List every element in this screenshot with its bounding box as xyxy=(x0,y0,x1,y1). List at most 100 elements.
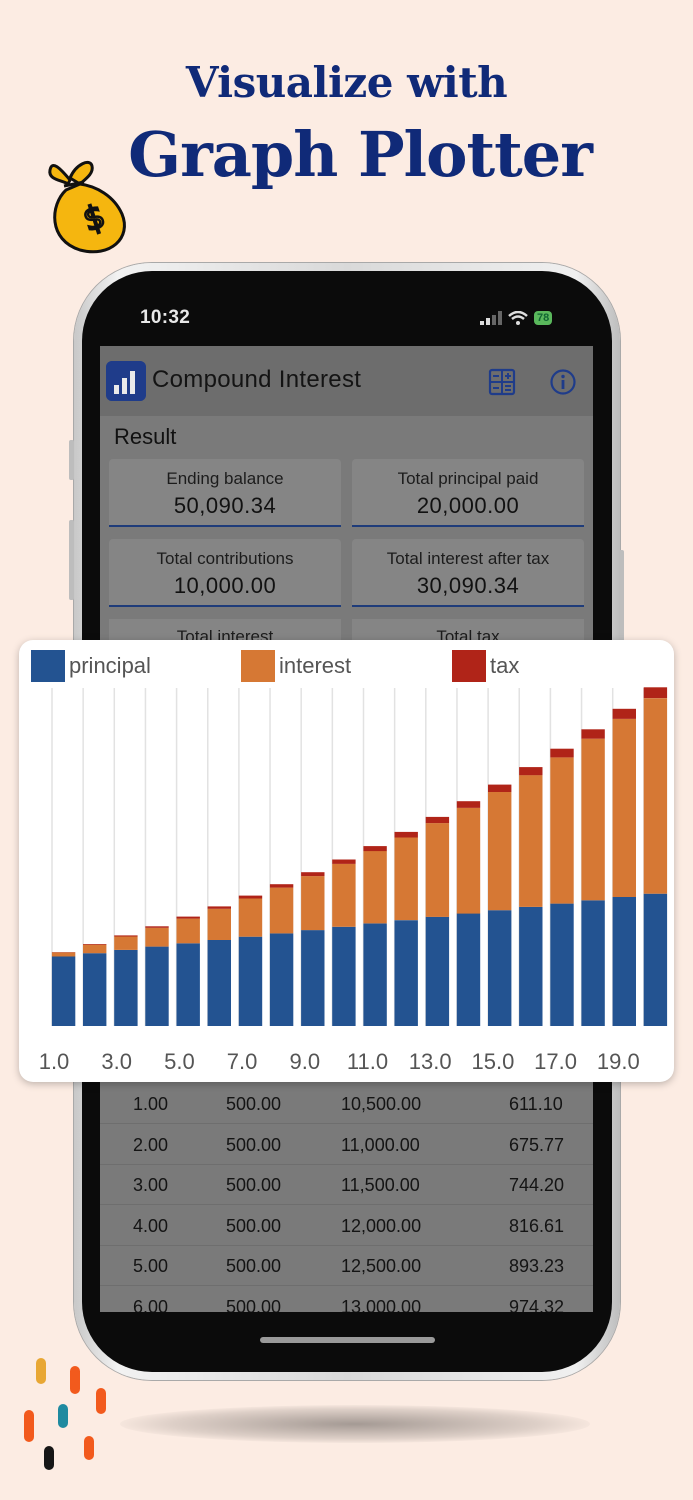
bar-principal-17.0 xyxy=(550,903,574,1026)
table-cell: 13,000.00 xyxy=(341,1296,422,1313)
table-cell: 611.10 xyxy=(509,1094,563,1114)
bar-interest-19.0 xyxy=(612,719,636,897)
legend-swatch-interest xyxy=(241,650,275,682)
volume-up-button xyxy=(69,520,74,600)
bar-principal-16.0 xyxy=(519,906,543,1026)
bar-principal-20.0 xyxy=(643,893,668,1026)
x-tick-label: 17.0 xyxy=(534,1049,577,1074)
total-contributions-card: Total contributions 10,000.00 xyxy=(109,539,341,607)
legend-tax: tax xyxy=(452,650,519,682)
bar-principal-14.0 xyxy=(456,913,481,1026)
table-cell: 500.00 xyxy=(226,1296,282,1313)
bar-interest-7.0 xyxy=(238,898,263,937)
silent-switch xyxy=(69,440,74,480)
x-tick-label: 13.0 xyxy=(409,1049,452,1074)
legend-swatch-tax xyxy=(452,650,486,682)
table-cell: 5.00 xyxy=(133,1256,169,1276)
bar-interest-10.0 xyxy=(332,863,356,927)
x-tick-label: 9.0 xyxy=(290,1049,321,1074)
card-label: Total principal paid xyxy=(397,469,539,488)
x-tick-label: 5.0 xyxy=(164,1049,195,1074)
signal-icon xyxy=(480,311,502,325)
phone-shadow xyxy=(120,1405,590,1443)
bar-interest-11.0 xyxy=(363,851,387,924)
bar-principal-9.0 xyxy=(301,930,325,1026)
bar-interest-1.0 xyxy=(51,952,76,957)
bar-interest-4.0 xyxy=(145,927,169,947)
table-cell: 1.00 xyxy=(133,1094,169,1114)
bar-principal-15.0 xyxy=(488,910,512,1026)
bar-interest-12.0 xyxy=(394,837,418,921)
card-value: 50,090.34 xyxy=(173,493,277,518)
bar-tax-18.0 xyxy=(581,729,605,739)
bar-interest-14.0 xyxy=(456,808,481,914)
legend-label: principal xyxy=(69,653,151,678)
table-row: 5.00 500.00 12,500.00 893.23 xyxy=(100,1246,593,1286)
bar-interest-2.0 xyxy=(83,944,107,954)
app-title: Compound Interest xyxy=(152,366,362,393)
bar-principal-4.0 xyxy=(145,946,169,1026)
bar-tax-17.0 xyxy=(550,748,574,758)
bar-principal-5.0 xyxy=(176,943,200,1026)
card-label: Total contributions xyxy=(156,549,294,568)
table-cell: 675.77 xyxy=(509,1134,565,1155)
wifi-icon xyxy=(508,311,528,325)
table-row: 2.00 500.00 11,000.00 675.77 xyxy=(100,1125,593,1165)
status-icons: 78 xyxy=(480,308,553,328)
bar-principal-19.0 xyxy=(612,897,636,1026)
bar-principal-13.0 xyxy=(425,916,450,1026)
bar-interest-8.0 xyxy=(269,887,294,934)
chart-card: principal interest tax 1.0 3.0 5.0 7.0 9.0 11… xyxy=(19,640,674,1082)
bar-interest-16.0 xyxy=(519,775,543,907)
table-cell: 10,500.00 xyxy=(341,1094,422,1114)
bar-tax-13.0 xyxy=(425,816,450,824)
table-cell: 2.00 xyxy=(133,1134,169,1155)
legend-swatch-principal xyxy=(31,650,65,682)
bar-tax-6.0 xyxy=(207,906,231,909)
table-cell: 816.61 xyxy=(509,1215,565,1236)
bar-interest-15.0 xyxy=(488,792,512,911)
bar-interest-9.0 xyxy=(301,876,325,931)
table-cell: 6.00 xyxy=(133,1296,169,1313)
bar-principal-7.0 xyxy=(238,936,263,1026)
result-heading: Result xyxy=(114,424,177,449)
x-tick-label: 1.0 xyxy=(39,1049,70,1074)
bar-principal-6.0 xyxy=(207,940,231,1026)
bar-tax-20.0 xyxy=(643,687,668,699)
x-tick-label: 11.0 xyxy=(347,1049,388,1074)
bar-tax-7.0 xyxy=(238,895,263,899)
bar-tax-5.0 xyxy=(176,916,200,919)
stacked-bar-chart: 1.0 3.0 5.0 7.0 9.0 11.0 13.0 15.0 17.0 19.0 xyxy=(39,687,668,1074)
money-bag-icon: $ xyxy=(48,161,126,254)
bar-interest-6.0 xyxy=(207,908,231,940)
bar-interest-18.0 xyxy=(581,738,605,901)
bar-interest-17.0 xyxy=(550,757,574,904)
table-cell: 11,000.00 xyxy=(341,1134,420,1155)
bar-principal-2.0 xyxy=(83,953,107,1026)
ending-balance-card: Ending balance 50,090.34 xyxy=(109,459,341,527)
bar-tax-12.0 xyxy=(394,831,418,838)
card-value: 20,000.00 xyxy=(416,493,520,518)
info-icon[interactable] xyxy=(549,368,577,396)
bar-principal-10.0 xyxy=(332,926,356,1026)
battery-indicator: 78 xyxy=(534,311,553,325)
bar-tax-8.0 xyxy=(269,884,294,888)
card-value: 10,000.00 xyxy=(173,573,277,598)
table-cell: 3.00 xyxy=(133,1175,169,1195)
table-cell: 500.00 xyxy=(226,1094,282,1114)
legend-principal: principal xyxy=(31,650,151,682)
x-tick-label: 15.0 xyxy=(471,1049,514,1074)
bar-tax-19.0 xyxy=(612,708,636,719)
headline-line1: Visualize with xyxy=(185,58,508,107)
bar-interest-5.0 xyxy=(176,918,200,944)
table-cell: 11,500.00 xyxy=(341,1175,420,1195)
bar-tax-9.0 xyxy=(301,872,325,877)
home-indicator[interactable] xyxy=(260,1337,435,1343)
bar-tax-10.0 xyxy=(332,859,356,864)
calculator-icon[interactable] xyxy=(488,368,516,396)
bar-tax-15.0 xyxy=(488,784,512,792)
card-label: Ending balance xyxy=(166,469,284,488)
bar-principal-1.0 xyxy=(51,956,76,1026)
table-cell: 500.00 xyxy=(226,1256,282,1276)
table-cell: 893.23 xyxy=(509,1256,565,1276)
